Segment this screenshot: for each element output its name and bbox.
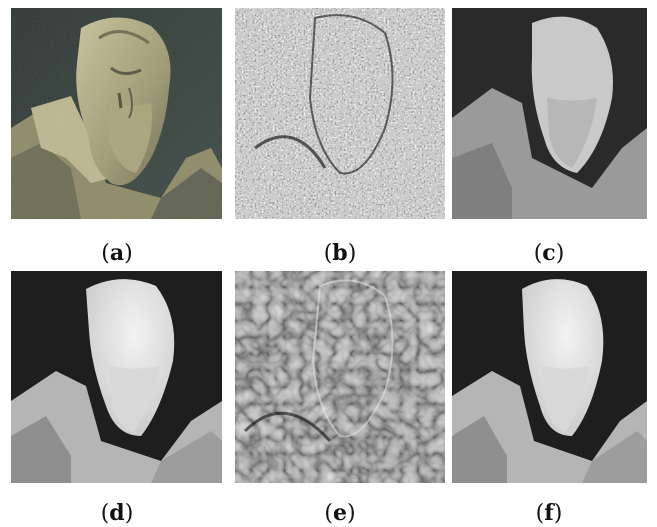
panel-f-smooth-depth: [452, 271, 647, 483]
caption-e: (e): [324, 500, 356, 526]
panel-e-texture: [235, 271, 445, 483]
panel-a-photo: [11, 8, 222, 219]
caption-b: (b): [323, 240, 357, 266]
caption-a: (a): [101, 240, 133, 266]
caption-d: (d): [100, 500, 134, 526]
panel-c-sparse-depth: [452, 8, 647, 219]
caption-c: (c): [533, 240, 565, 266]
panel-b-noisy: [235, 8, 445, 219]
panel-d-smooth-depth: [11, 271, 222, 483]
caption-f: (f): [535, 500, 563, 526]
